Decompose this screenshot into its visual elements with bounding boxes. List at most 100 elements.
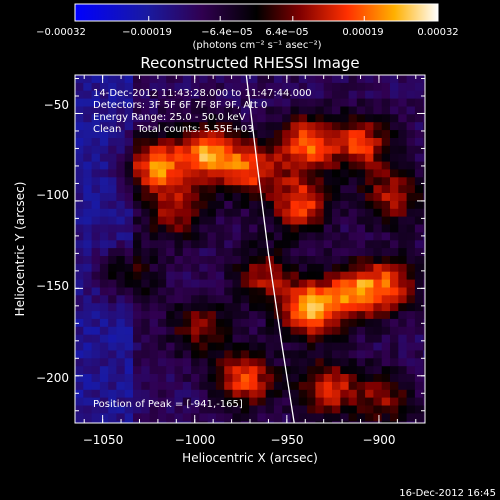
heatmap-cell bbox=[390, 342, 399, 352]
heatmap-cell bbox=[215, 366, 225, 375]
heatmap-cell bbox=[124, 256, 134, 265]
heatmap-cell bbox=[340, 413, 350, 422]
heatmap-cell bbox=[257, 413, 267, 422]
heatmap-cell bbox=[157, 153, 167, 163]
heatmap-cell bbox=[390, 326, 399, 336]
heatmap-cell bbox=[141, 295, 151, 304]
heatmap-cell bbox=[75, 200, 84, 210]
heatmap-cell bbox=[398, 271, 408, 281]
heatmap-cell bbox=[323, 145, 333, 155]
heatmap-cell bbox=[207, 303, 217, 312]
heatmap-cell bbox=[323, 397, 333, 407]
heatmap-cell bbox=[199, 145, 209, 155]
heatmap-cell bbox=[199, 90, 209, 100]
heatmap-cell bbox=[257, 82, 267, 92]
heatmap-cell bbox=[365, 295, 374, 304]
heatmap-cell bbox=[141, 366, 151, 375]
heatmap-cell bbox=[282, 287, 292, 296]
heatmap-cell bbox=[390, 421, 399, 423]
heatmap-cell bbox=[149, 106, 159, 115]
heatmap-cell bbox=[232, 169, 242, 178]
heatmap-cell bbox=[348, 98, 358, 108]
heatmap-cell bbox=[398, 374, 408, 383]
heatmap-cell bbox=[249, 263, 258, 273]
heatmap-cell bbox=[124, 200, 134, 210]
heatmap-cell bbox=[282, 318, 292, 328]
heatmap-cell bbox=[323, 185, 333, 194]
heatmap-cell bbox=[282, 185, 292, 194]
heatmap-cell bbox=[315, 240, 325, 249]
heatmap-cell bbox=[207, 389, 217, 399]
heatmap-cell bbox=[340, 334, 350, 344]
heatmap-cell bbox=[365, 397, 374, 407]
heatmap-cell bbox=[191, 342, 200, 352]
heatmap-cell bbox=[423, 208, 425, 218]
heatmap-cell bbox=[182, 397, 192, 407]
heatmap-cell bbox=[340, 82, 350, 92]
heatmap-cell bbox=[315, 138, 325, 147]
heatmap-cell bbox=[141, 161, 151, 171]
heatmap-cell bbox=[423, 216, 425, 226]
heatmap-cell bbox=[381, 366, 391, 375]
heatmap-cell bbox=[406, 98, 416, 108]
heatmap-cell bbox=[332, 161, 341, 171]
heatmap-cell bbox=[174, 122, 184, 131]
heatmap-cell bbox=[307, 106, 316, 115]
heatmap-cell bbox=[191, 389, 200, 399]
heatmap-cell bbox=[273, 122, 283, 131]
heatmap-cell bbox=[265, 295, 275, 304]
heatmap-cell bbox=[373, 295, 383, 304]
heatmap-cell bbox=[157, 138, 167, 147]
heatmap-cell bbox=[240, 130, 250, 139]
heatmap-cell bbox=[182, 295, 192, 304]
heatmap-cell bbox=[265, 256, 275, 265]
heatmap-cell bbox=[108, 153, 118, 163]
heatmap-cell bbox=[182, 342, 192, 352]
heatmap-cell bbox=[265, 75, 275, 84]
heatmap-cell bbox=[166, 248, 176, 257]
heatmap-cell bbox=[265, 130, 275, 139]
heatmap-cell bbox=[290, 303, 300, 312]
heatmap-cell bbox=[398, 389, 408, 399]
heatmap-cell bbox=[323, 208, 333, 218]
heatmap-cell bbox=[83, 208, 93, 218]
heatmap-cell bbox=[141, 342, 151, 352]
heatmap-cell bbox=[166, 256, 176, 265]
heatmap-cell bbox=[207, 98, 217, 108]
heatmap-cell bbox=[224, 374, 234, 383]
heatmap-cell bbox=[265, 374, 275, 383]
heatmap-cell bbox=[75, 122, 84, 131]
heatmap-cell bbox=[414, 366, 424, 375]
heatmap-cell bbox=[141, 185, 151, 194]
heatmap-cell bbox=[75, 358, 84, 367]
heatmap-cell bbox=[207, 397, 217, 407]
heatmap-cell bbox=[75, 240, 84, 249]
heatmap-cell bbox=[406, 279, 416, 289]
heatmap-cell bbox=[265, 279, 275, 289]
heatmap-cell bbox=[108, 295, 118, 304]
y-axis-label: Heliocentric Y (arcsec) bbox=[13, 182, 27, 317]
heatmap-cell bbox=[348, 279, 358, 289]
y-tick-label-3: −200 bbox=[36, 371, 69, 385]
heatmap-cell bbox=[373, 397, 383, 407]
heatmap-cell bbox=[365, 248, 374, 257]
heatmap-cell bbox=[224, 177, 234, 186]
heatmap-cell bbox=[166, 130, 176, 139]
heatmap-cell bbox=[323, 153, 333, 163]
heatmap-cell bbox=[157, 350, 167, 359]
heatmap-cell bbox=[224, 318, 234, 328]
heatmap-cell bbox=[298, 161, 308, 171]
heatmap-cell bbox=[182, 169, 192, 178]
heatmap-cell bbox=[149, 287, 159, 296]
heatmap-cell bbox=[373, 342, 383, 352]
heatmap-cell bbox=[124, 98, 134, 108]
heatmap-cell bbox=[116, 153, 126, 163]
heatmap-cell bbox=[365, 287, 374, 296]
heatmap-cell bbox=[207, 82, 217, 92]
heatmap-cell bbox=[224, 271, 234, 281]
heatmap-cell bbox=[348, 350, 358, 359]
heatmap-cell bbox=[199, 169, 209, 178]
heatmap-cell bbox=[307, 98, 316, 108]
heatmap-cell bbox=[423, 145, 425, 155]
heatmap-cell bbox=[124, 145, 134, 155]
